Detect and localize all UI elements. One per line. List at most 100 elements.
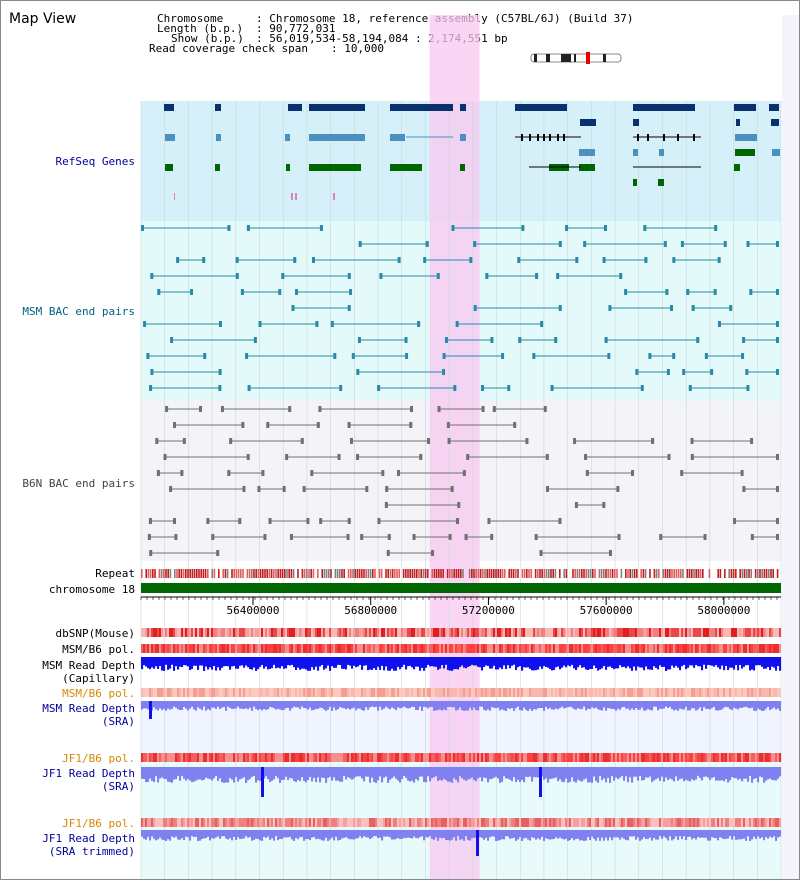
b6n-bac-pair-end (216, 550, 220, 556)
msm-depth-capillary (209, 657, 212, 668)
jf1-depth-trimmed (503, 830, 506, 840)
msm-bac-pair-end (157, 289, 161, 295)
jf1-depth-sra (767, 767, 770, 780)
dbsnp-heat (327, 628, 330, 637)
jf1-b6-pol-heat-2 (177, 818, 180, 827)
repeat-mark (369, 569, 372, 578)
jf1-depth-trimmed (245, 830, 248, 837)
dbsnp-heat (317, 628, 320, 637)
jf1-b6-pol-heat (337, 753, 340, 762)
msm-depth-sra (565, 701, 568, 708)
jf1-depth-sra (291, 767, 294, 779)
track-label-jf1-b6-pol-2[interactable]: JF1/B6 pol. (62, 817, 135, 830)
msm-bac-pair-end (663, 241, 667, 247)
jf1-b6-pol-heat-2 (501, 818, 504, 827)
msm-bac-pair-end (535, 273, 539, 279)
msm-bac-pair-end (501, 353, 505, 359)
jf1-depth-sra (323, 767, 326, 778)
msm-depth-sra (457, 701, 460, 710)
jf1-b6-pol-heat (427, 753, 430, 762)
refseq-gene-row1 (164, 104, 174, 111)
msm-depth-capillary (641, 657, 644, 668)
msm-depth-capillary (595, 657, 598, 669)
msm-depth-sra (685, 701, 688, 707)
jf1-b6-pol-heat (551, 753, 554, 762)
jf1-depth-trimmed (263, 830, 266, 837)
repeat-mark (178, 569, 180, 578)
jf1-b6-pol-heat (373, 753, 376, 762)
msm-depth-capillary (227, 657, 230, 667)
jf1-b6-pol-heat (313, 753, 316, 762)
jf1-b6-pol-heat-2 (347, 818, 350, 827)
msm-depth-capillary (635, 657, 638, 671)
msm-depth-capillary (779, 657, 782, 671)
msm-b6-pol-heat (487, 644, 490, 653)
track-label-jf1-depth-trimmed[interactable]: JF1 Read Depth (42, 832, 135, 845)
jf1-b6-pol-heat (469, 753, 472, 762)
jf1-b6-pol-heat-2 (455, 818, 458, 827)
msm-depth-capillary (369, 657, 372, 670)
track-label-msm-depth-capillary[interactable]: MSM Read Depth (42, 659, 135, 672)
track-label-jf1-depth-trimmed-sub: (SRA trimmed) (48, 845, 135, 858)
dbsnp-heat (565, 628, 568, 637)
jf1-depth-trimmed (389, 830, 392, 838)
jf1-b6-pol-heat-2 (549, 818, 552, 827)
track-label-b6n-bac[interactable]: B6N BAC end pairs (22, 477, 135, 490)
jf1-depth-trimmed (557, 830, 560, 839)
msm-depth-capillary (719, 657, 722, 670)
jf1-depth-trimmed (591, 830, 594, 837)
ideogram-band (603, 54, 606, 62)
repeat-mark (512, 569, 515, 578)
track-label-repeat[interactable]: Repeat (95, 567, 135, 580)
refseq-exon (663, 134, 665, 141)
track-label-msm-depth-sra[interactable]: MSM Read Depth (42, 702, 135, 715)
jf1-b6-pol-heat-2 (319, 818, 322, 827)
msm-depth-capillary (421, 657, 424, 668)
dbsnp-heat (447, 628, 450, 637)
repeat-mark (141, 569, 143, 578)
track-label-jf1-depth-sra[interactable]: JF1 Read Depth (42, 767, 135, 780)
jf1-b6-pol-heat-2 (653, 818, 656, 827)
dbsnp-heat (159, 628, 162, 637)
msm-depth-sra (415, 701, 418, 710)
dbsnp-heat (299, 628, 302, 637)
msm-depth-capillary (493, 657, 496, 666)
b6n-bac-pair-end (337, 454, 341, 460)
jf1-b6-pol-heat-2 (307, 818, 310, 827)
msm-b6-pol-heat (337, 644, 340, 653)
jf1-b6-pol-heat-2 (171, 818, 174, 827)
track-label-msm-b6-pol-1[interactable]: MSM/B6 pol. (62, 643, 135, 656)
msm-depth-capillary (721, 657, 724, 666)
b6n-bac-pair-end (156, 470, 160, 476)
msm-depth-capillary (153, 657, 156, 669)
msm-depth-capillary (739, 657, 742, 665)
jf1-b6-pol-heat (197, 753, 200, 762)
jf1-b6-pol-heat-2 (519, 818, 522, 827)
track-label-msm-bac[interactable]: MSM BAC end pairs (22, 305, 135, 318)
dbsnp-heat (177, 628, 180, 637)
track-label-msm-b6-pol-2[interactable]: MSM/B6 pol. (62, 687, 135, 700)
track-label-jf1-b6-pol-1[interactable]: JF1/B6 pol. (62, 752, 135, 765)
msm-b6-pol-heat-2 (297, 688, 300, 697)
jf1-b6-pol-heat (653, 753, 656, 762)
msm-depth-capillary (513, 657, 516, 665)
msm-depth-capillary (141, 657, 144, 670)
msm-depth-sra (459, 701, 462, 708)
dbsnp-heat (373, 628, 376, 637)
jf1-b6-pol-heat (211, 753, 214, 762)
repeat-mark (497, 569, 499, 578)
track-label-refseq[interactable]: RefSeq Genes (55, 155, 135, 168)
dbsnp-heat (483, 628, 486, 637)
msm-b6-pol-heat (699, 644, 702, 653)
b6n-bac-pair-end (690, 454, 694, 460)
jf1-b6-pol-heat-2 (723, 818, 726, 827)
jf1-b6-pol-heat-2 (483, 818, 486, 827)
track-label-chromosome[interactable]: chromosome 18 (48, 583, 135, 596)
jf1-depth-sra (447, 767, 450, 782)
dbsnp-heat (775, 628, 778, 637)
b6n-bac-pair-end (268, 518, 272, 524)
jf1-depth-trimmed (635, 830, 638, 840)
track-label-dbsnp[interactable]: dbSNP(Mouse) (55, 627, 135, 640)
repeat-mark (695, 569, 697, 578)
